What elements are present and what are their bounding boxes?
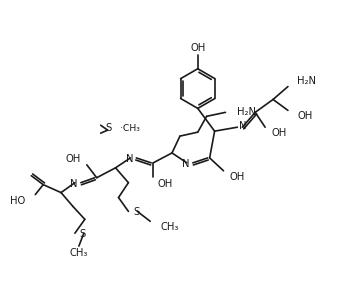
Text: N: N xyxy=(182,159,190,169)
Text: OH: OH xyxy=(190,43,205,53)
Text: H₂N: H₂N xyxy=(237,107,256,117)
Text: HO: HO xyxy=(10,197,25,207)
Text: N: N xyxy=(239,121,247,131)
Text: S: S xyxy=(106,123,112,133)
Text: OH: OH xyxy=(229,172,245,182)
Text: N: N xyxy=(71,179,78,189)
Text: N: N xyxy=(126,154,133,164)
Text: S: S xyxy=(80,229,86,239)
Text: OH: OH xyxy=(157,179,172,189)
Text: OH: OH xyxy=(298,111,313,121)
Text: ·CH₃: ·CH₃ xyxy=(120,124,140,133)
Text: CH₃: CH₃ xyxy=(70,248,88,258)
Text: OH: OH xyxy=(66,154,81,164)
Text: CH₃: CH₃ xyxy=(160,222,179,232)
Text: H₂N: H₂N xyxy=(297,76,316,86)
Text: S: S xyxy=(133,207,140,217)
Text: OH: OH xyxy=(271,128,286,138)
